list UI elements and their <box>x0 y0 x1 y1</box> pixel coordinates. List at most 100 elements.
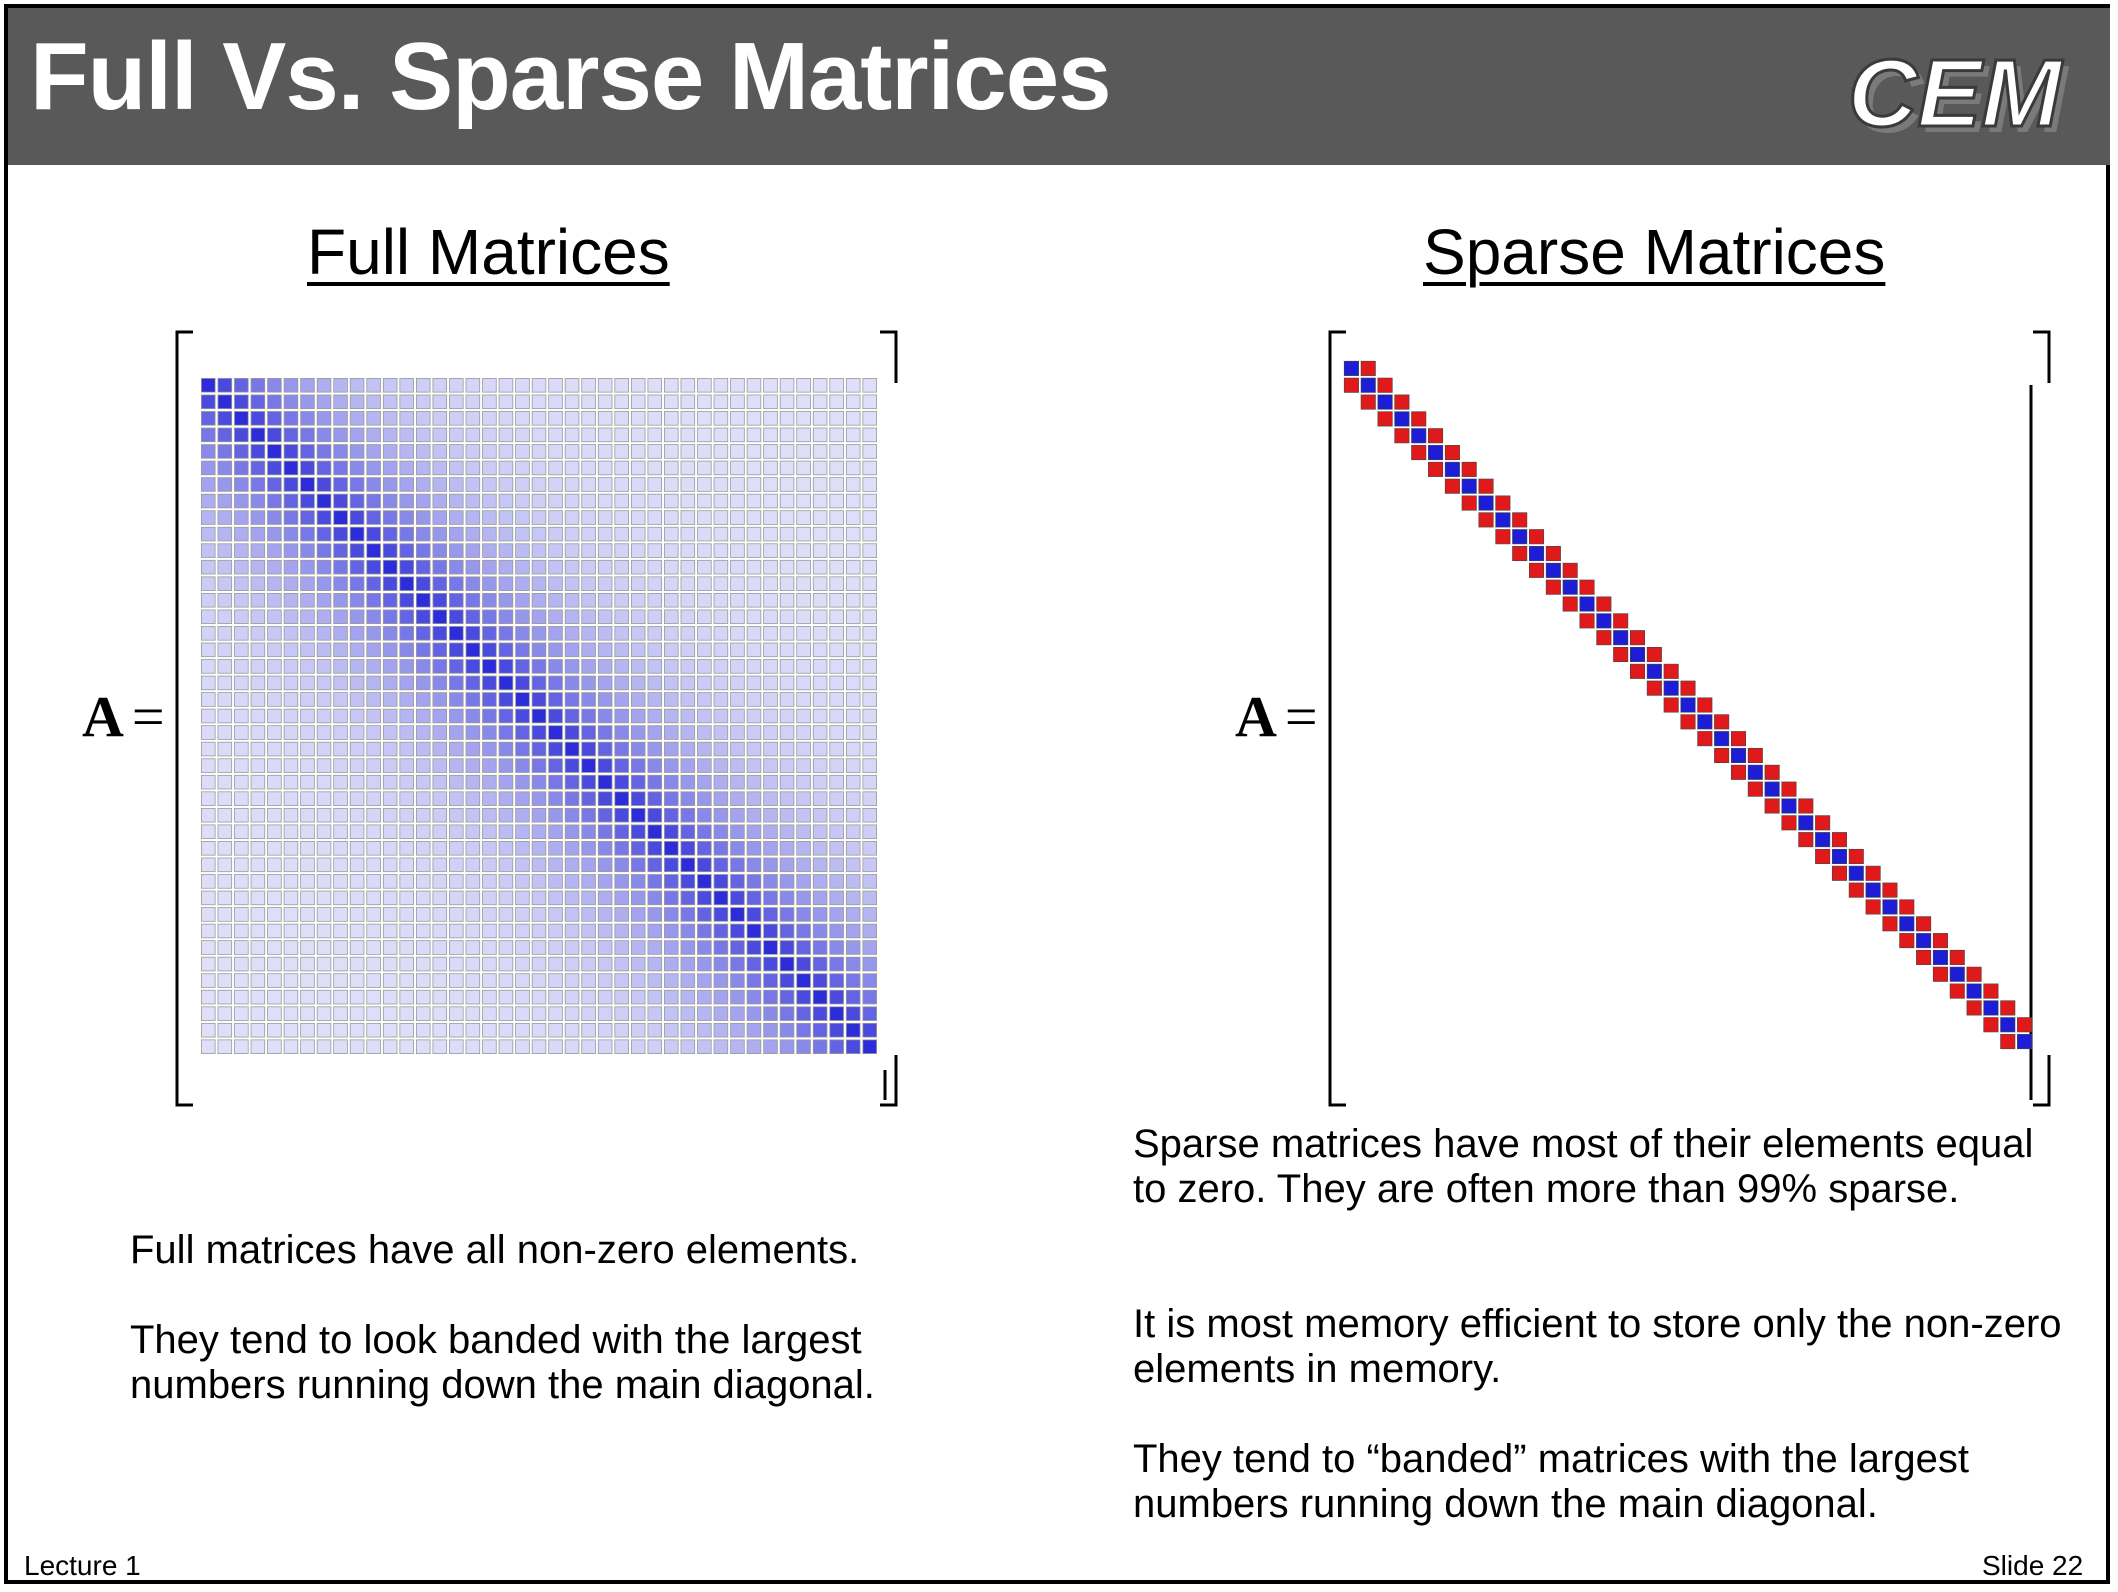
matrix-element <box>399 890 414 906</box>
matrix-element <box>647 940 663 955</box>
matrix-element <box>300 510 315 525</box>
matrix-element <box>812 907 828 922</box>
matrix-element <box>482 592 497 608</box>
title-bar: Full Vs. Sparse Matrices CEM CEM <box>8 8 2110 165</box>
matrix-element <box>498 774 514 790</box>
matrix-element <box>465 1022 481 1038</box>
off-diagonal-element <box>1411 411 1427 427</box>
matrix-element <box>664 460 679 476</box>
matrix-element <box>730 675 745 691</box>
matrix-element <box>845 477 861 492</box>
matrix-element <box>829 708 844 724</box>
matrix-element <box>316 1006 332 1021</box>
matrix-element <box>449 1022 464 1038</box>
matrix-element <box>515 659 530 674</box>
diagonal-element <box>1478 495 1494 511</box>
matrix-element <box>548 493 563 509</box>
matrix-element <box>217 907 233 922</box>
matrix-element <box>564 907 580 922</box>
matrix-element <box>449 642 464 658</box>
matrix-element <box>449 675 464 691</box>
matrix-element <box>217 923 233 939</box>
matrix-element <box>564 559 580 575</box>
matrix-element <box>217 592 233 608</box>
diagonal-element <box>1613 630 1629 646</box>
matrix-element <box>829 543 844 558</box>
matrix-element <box>283 824 299 840</box>
matrix-element <box>300 1022 315 1038</box>
matrix-element <box>829 394 844 410</box>
diagonal-element <box>1831 848 1847 864</box>
matrix-element <box>564 659 580 674</box>
matrix-element <box>333 807 348 823</box>
matrix-element <box>862 956 877 972</box>
matrix-element <box>697 940 712 955</box>
matrix-element <box>713 493 729 509</box>
matrix-element <box>664 741 679 757</box>
matrix-element <box>382 741 398 757</box>
matrix-element <box>250 411 266 426</box>
matrix-element <box>581 592 596 608</box>
matrix-element <box>283 675 299 691</box>
matrix-element <box>349 692 365 707</box>
matrix-element <box>300 741 315 757</box>
matrix-element <box>382 923 398 939</box>
matrix-element <box>614 1006 629 1021</box>
matrix-element <box>432 427 448 443</box>
matrix-element <box>399 609 414 625</box>
matrix-element <box>862 708 877 724</box>
matrix-element <box>366 659 381 674</box>
matrix-element <box>316 725 332 740</box>
matrix-element <box>664 559 679 575</box>
matrix-element <box>465 675 481 691</box>
matrix-element <box>647 841 663 856</box>
matrix-element <box>449 576 464 591</box>
matrix-element <box>746 477 762 492</box>
matrix-element <box>316 659 332 674</box>
matrix-element <box>399 1022 414 1038</box>
matrix-element <box>283 907 299 922</box>
matrix-element <box>498 989 514 1005</box>
matrix-element <box>697 659 712 674</box>
matrix-element <box>498 725 514 740</box>
matrix-element <box>862 543 877 558</box>
matrix-element <box>333 774 348 790</box>
matrix-element <box>630 659 646 674</box>
matrix-element <box>763 774 778 790</box>
matrix-element <box>349 708 365 724</box>
matrix-element <box>664 841 679 856</box>
matrix-element <box>366 526 381 542</box>
matrix-element <box>366 427 381 443</box>
matrix-element <box>697 576 712 591</box>
matrix-element <box>250 378 266 393</box>
matrix-element <box>763 973 778 988</box>
matrix-element <box>862 378 877 393</box>
matrix-element <box>465 807 481 823</box>
matrix-element <box>763 824 778 840</box>
matrix-element <box>316 460 332 476</box>
matrix-element <box>697 642 712 658</box>
matrix-element <box>597 807 613 823</box>
matrix-element <box>300 642 315 658</box>
matrix-element <box>531 444 547 459</box>
matrix-element <box>267 824 282 840</box>
matrix-element <box>796 626 811 641</box>
off-diagonal-element <box>1747 747 1763 763</box>
matrix-element <box>515 411 530 426</box>
matrix-element <box>432 1006 448 1021</box>
matrix-element <box>201 378 216 393</box>
matrix-element <box>730 626 745 641</box>
matrix-element <box>465 642 481 658</box>
off-diagonal-element <box>1781 781 1797 797</box>
matrix-element <box>399 956 414 972</box>
matrix-element <box>201 824 216 840</box>
matrix-element <box>399 807 414 823</box>
matrix-element <box>449 493 464 509</box>
matrix-element <box>845 973 861 988</box>
off-diagonal-element <box>1545 546 1561 562</box>
matrix-element <box>564 609 580 625</box>
matrix-element <box>581 411 596 426</box>
matrix-element <box>581 609 596 625</box>
matrix-element <box>366 543 381 558</box>
matrix-element <box>316 493 332 509</box>
